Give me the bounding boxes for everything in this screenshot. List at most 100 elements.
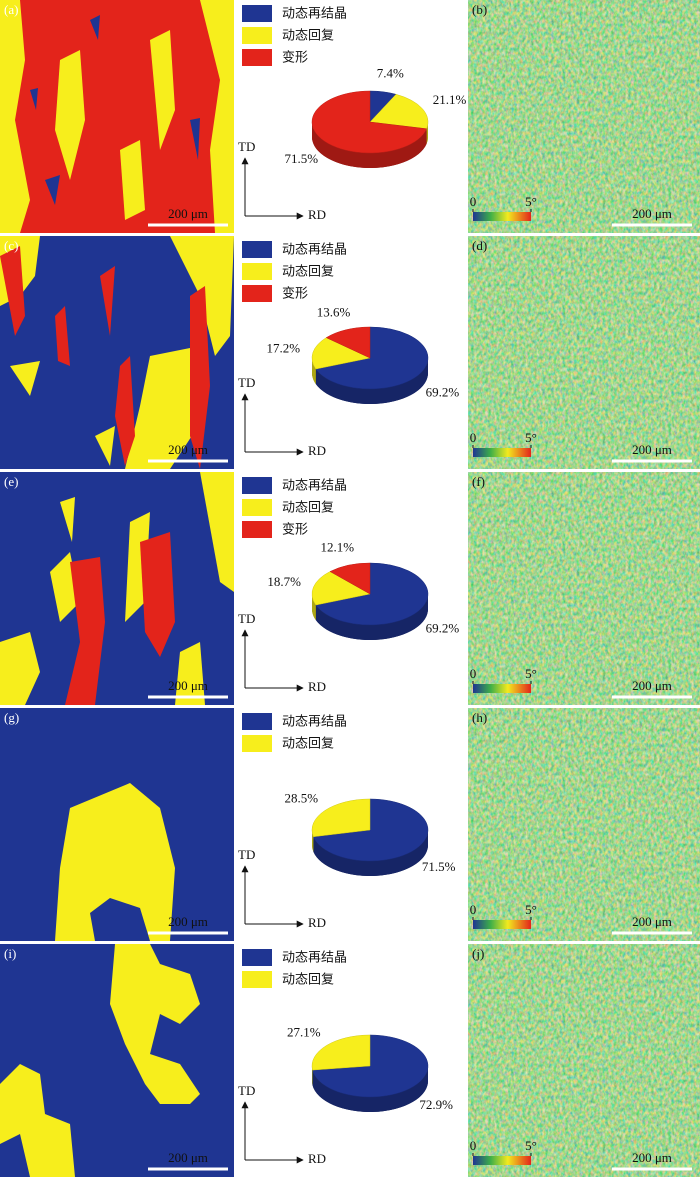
legend-swatch: [242, 735, 272, 752]
pie-side: [312, 1066, 313, 1086]
kam-map: [468, 944, 700, 1177]
colorbar: [473, 1156, 531, 1165]
value-label: 21.1%: [433, 92, 467, 107]
legend-label: 动态再结晶: [282, 951, 347, 966]
colorbar-tick-label: 5°: [525, 1138, 537, 1153]
legend-swatch: [242, 285, 272, 302]
scale-bar-label: 200 μm: [168, 442, 208, 457]
value-label: 27.1%: [287, 1025, 321, 1040]
pie-slice: [325, 326, 371, 359]
colorbar-tick-label: 0: [470, 194, 477, 209]
panel-label: (j): [472, 946, 484, 961]
phase-region: [0, 0, 30, 233]
pie-side: [426, 122, 428, 144]
colorbar-tick-label: 5°: [525, 194, 537, 209]
phase-region: [90, 15, 100, 40]
legend-label: 变形: [282, 286, 308, 302]
value-label: 7.4%: [377, 65, 404, 80]
legend-swatch: [242, 477, 272, 494]
pie-slice: [369, 94, 429, 130]
phase-region: [200, 472, 234, 592]
legend-label: 动态再结晶: [282, 243, 347, 258]
value-label: 17.2%: [267, 340, 301, 355]
colorbar-tick-label: 0: [470, 902, 477, 917]
scale-bar-label: 200 μm: [168, 1150, 208, 1165]
phase-region: [190, 118, 200, 160]
colorbar: [473, 684, 531, 693]
pie-side: [312, 830, 314, 852]
scale-bar-label: 200 μm: [632, 678, 672, 693]
value-label: 69.2%: [426, 620, 460, 635]
value-label: 72.9%: [419, 1097, 453, 1112]
axis-label: TD: [238, 611, 255, 626]
legend-label: 动态回复: [282, 29, 334, 44]
phase-region: [100, 266, 115, 336]
pie-side: [313, 830, 428, 876]
colorbar-tick-label: 0: [470, 1138, 477, 1153]
pie-slice: [329, 562, 371, 595]
phase-region: [0, 246, 25, 336]
panel-label: (g): [4, 710, 19, 725]
pie-side: [315, 594, 428, 640]
panel-label: (e): [4, 474, 18, 489]
pie-slice: [311, 571, 371, 606]
pie-side: [311, 358, 316, 385]
phase-region: [140, 532, 175, 657]
legend-swatch: [242, 971, 272, 988]
legend-label: 动态回复: [282, 265, 334, 280]
phase-region: [55, 306, 70, 366]
phase-region: [0, 632, 40, 705]
legend-label: 变形: [282, 522, 308, 538]
panel-label: (b): [472, 2, 487, 17]
phase-map: [0, 0, 234, 233]
legend-label: 动态再结晶: [282, 7, 347, 22]
colorbar-tick-label: 5°: [525, 666, 537, 681]
legend-label: 动态回复: [282, 973, 334, 988]
pie-side: [315, 358, 428, 404]
scale-bar-label: 200 μm: [168, 914, 208, 929]
legend-swatch: [242, 241, 272, 258]
colorbar-tick-label: 0: [470, 666, 477, 681]
phase-region: [10, 361, 40, 396]
phase-region: [55, 50, 85, 180]
value-label: 13.6%: [317, 304, 351, 319]
axis-label: TD: [238, 1083, 255, 1098]
pie-slice: [311, 337, 371, 370]
panel-label: (i): [4, 946, 16, 961]
phase-region: [30, 88, 38, 110]
phase-region: [125, 346, 205, 469]
scale-bar-label: 200 μm: [632, 206, 672, 221]
panel-label: (h): [472, 710, 487, 725]
phase-region: [55, 783, 175, 941]
pie-side: [312, 122, 427, 168]
scale-bar-label: 200 μm: [168, 678, 208, 693]
pie-slice: [311, 90, 427, 154]
phase-region: [45, 175, 60, 205]
scale-bar-label: 200 μm: [632, 914, 672, 929]
pie-slice: [315, 326, 429, 390]
phase-region: [150, 30, 175, 150]
colorbar: [473, 920, 531, 929]
legend-label: 变形: [282, 50, 308, 66]
axis-label: RD: [308, 679, 326, 694]
legend-swatch: [242, 5, 272, 22]
axis-label: RD: [308, 1151, 326, 1166]
kam-map: [468, 472, 700, 705]
phase-region: [200, 0, 234, 233]
scale-bar-label: 200 μm: [632, 442, 672, 457]
value-label: 71.5%: [422, 859, 456, 874]
pie-side: [311, 594, 316, 621]
panel-label: (d): [472, 238, 487, 253]
legend-swatch: [242, 499, 272, 516]
value-label: 12.1%: [321, 539, 355, 554]
legend-swatch: [242, 263, 272, 280]
value-label: 71.5%: [285, 151, 319, 166]
phase-region: [60, 497, 75, 542]
scale-bar-label: 200 μm: [168, 206, 208, 221]
pie-slice: [315, 562, 429, 626]
colorbar: [473, 212, 531, 221]
